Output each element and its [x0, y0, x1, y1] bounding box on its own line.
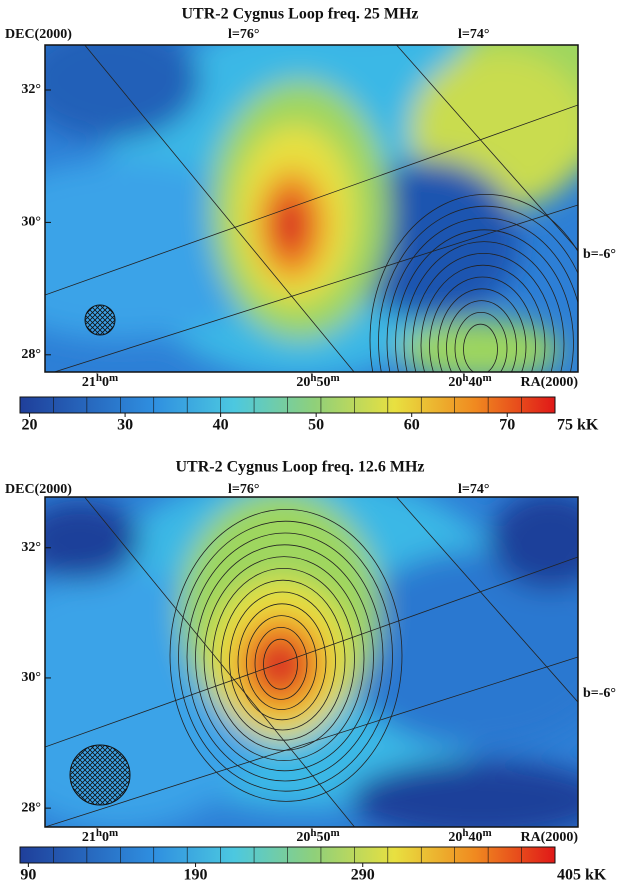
contour — [246, 615, 317, 710]
x-tick-label: 20h40m — [448, 372, 491, 391]
intensity-blob — [45, 500, 140, 580]
x-axis-label: RA(2000) — [520, 830, 578, 845]
grid-label: b=-6° — [583, 247, 616, 262]
contour — [378, 205, 578, 372]
intensity-blob — [350, 760, 578, 827]
grid-label: b=-6° — [583, 686, 616, 701]
intensity-blob — [490, 497, 578, 590]
colorbar-end-label: 405 kK — [557, 867, 607, 884]
galactic-grid-line — [84, 497, 356, 827]
contour — [395, 229, 574, 372]
colorbar-tick-label: 290 — [351, 867, 375, 884]
contour — [169, 509, 403, 802]
intensity-blob — [272, 195, 308, 255]
intensity — [45, 497, 578, 827]
map — [45, 497, 578, 827]
colorbar-end-label: 75 kK — [557, 417, 599, 434]
intensity — [45, 45, 578, 372]
grid-label: l=76° — [228, 27, 259, 42]
contour — [403, 241, 565, 372]
contour — [463, 323, 498, 372]
intensity-blob — [45, 45, 200, 140]
galactic-grid-line — [84, 45, 355, 372]
contour — [212, 568, 355, 751]
galactic-grid-line — [45, 556, 578, 748]
x-tick-label: 20h50m — [296, 372, 339, 391]
colorbar-tick-label: 50 — [308, 417, 324, 434]
y-tick-label: 30° — [21, 670, 41, 685]
intensity-blob — [340, 550, 578, 750]
contour — [412, 253, 555, 372]
colorbar-tick-label: 60 — [404, 417, 420, 434]
y-axis-label: DEC(2000) — [5, 27, 72, 42]
galactic-grid-line — [396, 45, 578, 251]
contour — [429, 276, 536, 372]
contour — [229, 591, 336, 731]
x-tick-label: 21h0m — [82, 372, 118, 391]
x-tick-label: 20h40m — [448, 827, 491, 846]
colorbar-tick-label: 90 — [20, 867, 36, 884]
contour — [454, 312, 508, 372]
grid-label: l=74° — [458, 482, 489, 497]
colorbar-tick-label: 40 — [213, 417, 229, 434]
galactic-grid-line — [45, 656, 578, 827]
contour — [437, 288, 527, 372]
contour — [254, 627, 308, 700]
title: UTR-2 Cygnus Loop freq. 25 MHz — [181, 6, 418, 23]
galactic-grid-line — [53, 204, 578, 372]
y-tick-label: 28° — [21, 800, 41, 815]
colorbar-tick-label: 20 — [22, 417, 38, 434]
colorbar-tick-label: 70 — [499, 417, 515, 434]
y-axis-label: DEC(2000) — [5, 482, 72, 497]
x-axis-label: RA(2000) — [520, 375, 578, 390]
grid-label: l=74° — [458, 27, 489, 42]
contour — [195, 544, 374, 772]
contour — [446, 300, 517, 372]
contour — [369, 194, 578, 372]
contour — [420, 264, 546, 372]
intensity-blob — [255, 640, 305, 690]
map-frame — [44, 44, 579, 373]
contour — [386, 217, 578, 372]
contour — [220, 579, 346, 741]
grid-label: l=76° — [228, 482, 259, 497]
y-tick-label: 28° — [21, 347, 41, 362]
contour — [237, 603, 327, 721]
contour — [203, 556, 365, 761]
map-frame — [44, 496, 579, 828]
beam — [69, 744, 131, 806]
galactic-grid-line — [396, 497, 578, 703]
y-tick-label: 32° — [21, 540, 41, 555]
contour — [186, 532, 384, 782]
colorbar-tick-label: 30 — [117, 417, 133, 434]
map — [45, 45, 578, 372]
title: UTR-2 Cygnus Loop freq. 12.6 MHz — [175, 459, 424, 476]
galactic-grid-line — [45, 104, 578, 296]
y-tick-label: 30° — [21, 215, 41, 230]
y-tick-label: 32° — [21, 82, 41, 97]
x-tick-label: 21h0m — [82, 827, 118, 846]
colorbar-tick-label: 190 — [184, 867, 208, 884]
contour — [263, 638, 298, 690]
x-tick-label: 20h50m — [296, 827, 339, 846]
beam — [84, 304, 116, 336]
contour — [178, 520, 393, 792]
intensity-blob — [400, 320, 560, 372]
